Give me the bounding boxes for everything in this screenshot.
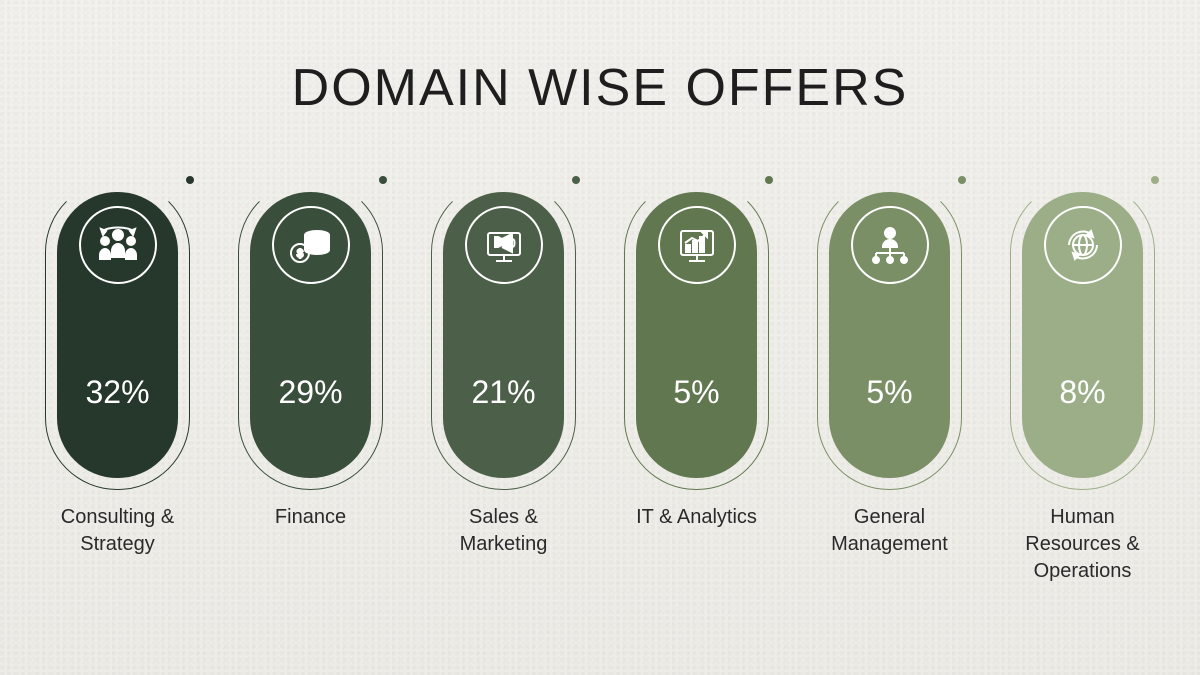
capsule-fill: $ 29% <box>250 192 371 478</box>
capsule: 5% <box>624 180 769 490</box>
capsule: 32% <box>45 180 190 490</box>
capsule-fill: 5% <box>829 192 950 478</box>
value-label: 29% <box>278 374 342 411</box>
team-icon <box>94 221 142 269</box>
domain-label: Finance <box>275 504 346 531</box>
icon-ring <box>851 206 929 284</box>
page-title: DOMAIN WISE OFFERS <box>0 58 1200 118</box>
analytics-screen-icon <box>673 221 721 269</box>
value-label: 8% <box>1059 374 1105 411</box>
capsule-connector-dot <box>1151 176 1159 184</box>
domain-label: Consulting & Strategy <box>45 504 190 558</box>
domain-label: Sales & Marketing <box>431 504 576 558</box>
domain-item: $ 29% Finance <box>238 180 383 585</box>
value-label: 5% <box>866 374 912 411</box>
megaphone-screen-icon <box>480 221 528 269</box>
capsule-connector-dot <box>379 176 387 184</box>
capsule-connector-dot <box>765 176 773 184</box>
capsule-fill: 21% <box>443 192 564 478</box>
icon-ring <box>79 206 157 284</box>
domain-label: Human Resources & Operations <box>1010 504 1155 585</box>
capsule-fill: 8% <box>1022 192 1143 478</box>
capsule-connector-dot <box>186 176 194 184</box>
domain-item: 5% General Management <box>817 180 962 585</box>
icon-ring <box>658 206 736 284</box>
org-chart-icon <box>866 221 914 269</box>
capsule-connector-dot <box>572 176 580 184</box>
icon-ring: $ <box>272 206 350 284</box>
value-label: 21% <box>471 374 535 411</box>
capsule: 8% <box>1010 180 1155 490</box>
icon-ring <box>1044 206 1122 284</box>
value-label: 32% <box>85 374 149 411</box>
globe-cycle-icon <box>1059 221 1107 269</box>
domain-item: 21% Sales & Marketing <box>431 180 576 585</box>
domain-item: 8% Human Resources & Operations <box>1010 180 1155 585</box>
capsule-connector-dot <box>958 176 966 184</box>
svg-text:$: $ <box>296 248 302 260</box>
capsule-fill: 32% <box>57 192 178 478</box>
coins-icon: $ <box>287 221 335 269</box>
capsule-fill: 5% <box>636 192 757 478</box>
icon-ring <box>465 206 543 284</box>
domain-item: 32% Consulting & Strategy <box>45 180 190 585</box>
capsule: 21% <box>431 180 576 490</box>
capsule: $ 29% <box>238 180 383 490</box>
domain-label: General Management <box>817 504 962 558</box>
value-label: 5% <box>673 374 719 411</box>
capsule: 5% <box>817 180 962 490</box>
capsule-row: 32% Consulting & Strategy $ <box>0 180 1200 585</box>
domain-label: IT & Analytics <box>636 504 757 531</box>
domain-item: 5% IT & Analytics <box>624 180 769 585</box>
